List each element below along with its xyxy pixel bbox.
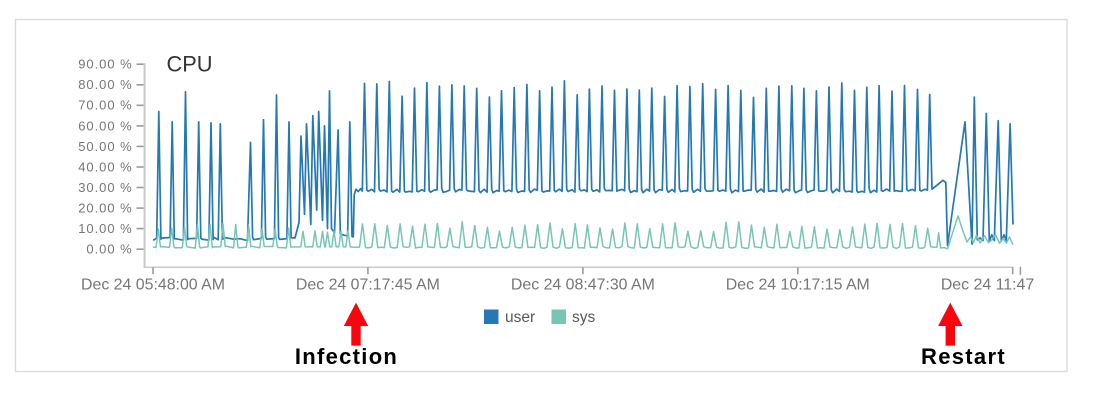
- svg-text:Dec 24 10:17:15 AM: Dec 24 10:17:15 AM: [726, 277, 870, 294]
- svg-text:CPU: CPU: [167, 52, 213, 77]
- svg-text:Restart: Restart: [921, 344, 1006, 369]
- svg-text:Dec 24 11:47: Dec 24 11:47: [941, 277, 1035, 294]
- svg-text:0.00 %: 0.00 %: [86, 242, 132, 257]
- svg-text:user: user: [505, 309, 535, 326]
- svg-text:Dec 24 05:48:00 AM: Dec 24 05:48:00 AM: [81, 277, 225, 294]
- svg-text:sys: sys: [572, 309, 596, 326]
- svg-text:80.00 %: 80.00 %: [78, 77, 132, 92]
- svg-text:40.00 %: 40.00 %: [78, 159, 132, 174]
- svg-text:90.00 %: 90.00 %: [78, 57, 132, 72]
- svg-text:20.00 %: 20.00 %: [78, 201, 132, 216]
- svg-text:10.00 %: 10.00 %: [78, 221, 132, 236]
- svg-text:Dec 24 08:47:30 AM: Dec 24 08:47:30 AM: [511, 277, 655, 294]
- svg-text:60.00 %: 60.00 %: [78, 118, 132, 133]
- svg-text:30.00 %: 30.00 %: [78, 180, 132, 195]
- svg-text:Infection: Infection: [295, 344, 398, 369]
- svg-text:50.00 %: 50.00 %: [78, 139, 132, 154]
- svg-text:70.00 %: 70.00 %: [78, 98, 132, 113]
- svg-text:Dec 24 07:17:45 AM: Dec 24 07:17:45 AM: [296, 277, 440, 294]
